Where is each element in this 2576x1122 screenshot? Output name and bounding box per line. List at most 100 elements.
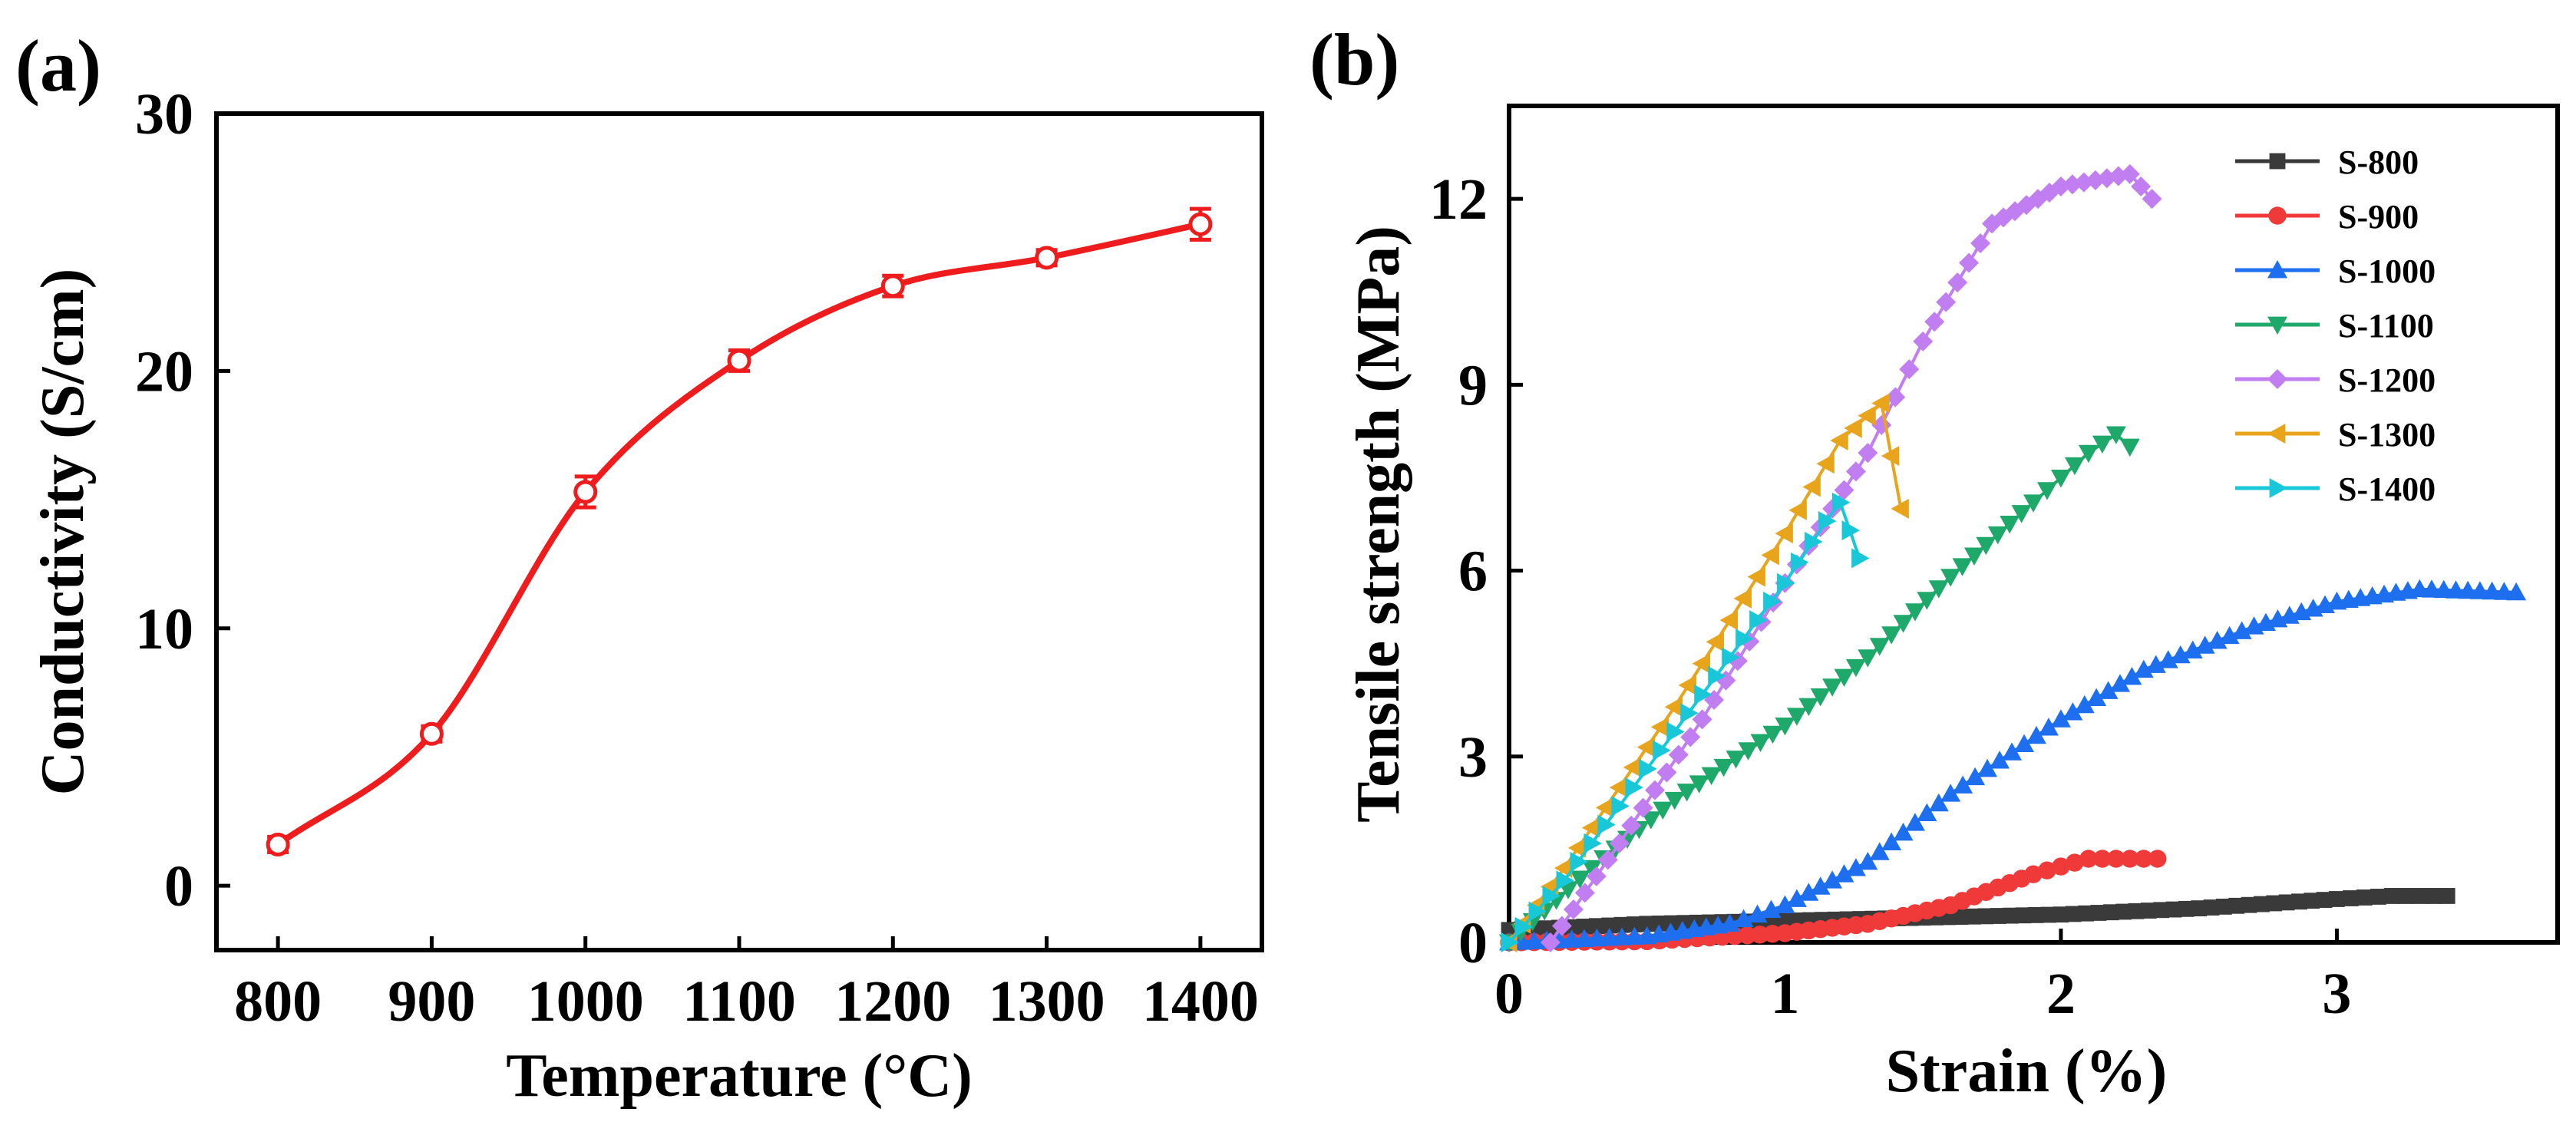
panel-b-marker-s-800 <box>2165 901 2182 918</box>
panel-b-marker-s-800 <box>2102 904 2119 921</box>
legend-label: S-1200 <box>2338 361 2436 399</box>
panel-b-marker-s-1300 <box>1719 610 1738 631</box>
panel-b-marker-s-800 <box>2115 903 2132 920</box>
panel-b-marker-s-1000 <box>1917 803 1937 821</box>
panel-b-marker-s-1000 <box>2074 695 2095 714</box>
panel-b-marker-s-1300 <box>1567 837 1587 858</box>
panel-b-marker-s-900 <box>2024 865 2043 883</box>
panel-b-marker-s-800 <box>2397 888 2414 904</box>
panel-b-marker-s-1400 <box>1584 833 1602 853</box>
panel-b-series <box>1499 163 2527 952</box>
panel-b-marker-s-1000 <box>1834 864 1854 883</box>
panel-b-marker-s-1100 <box>1750 734 1771 752</box>
panel-b-y-tick-label: 6 <box>1458 540 1488 604</box>
panel-b-marker-s-1000 <box>2098 681 2119 699</box>
legend-item-s-1200: S-1200 <box>2235 361 2436 399</box>
panel-b-marker-s-1200 <box>1574 883 1595 903</box>
panel-a-x-tick-label: 1200 <box>834 969 951 1034</box>
panel-b-marker-s-1100 <box>2023 494 2043 513</box>
panel-b-marker-s-800 <box>2278 894 2295 911</box>
panel-b-marker-s-800 <box>1613 916 1630 933</box>
panel-b-marker-s-1000 <box>2145 655 2166 673</box>
panel-b-marker-s-1000 <box>1990 751 2010 769</box>
panel-b-marker-s-1400 <box>1514 916 1533 937</box>
panel-b-marker-s-1000 <box>2207 631 2228 649</box>
panel-b-marker-s-800 <box>2304 893 2320 909</box>
panel-b-marker-s-800 <box>2203 899 2220 916</box>
panel-b-marker-s-1300 <box>1554 858 1573 879</box>
panel-b-y-tick-label: 9 <box>1458 353 1488 417</box>
panel-b-marker-s-1400 <box>1818 510 1837 531</box>
panel-b-marker-s-1200 <box>2131 176 2152 196</box>
panel-b-marker-s-1000 <box>1719 913 1740 932</box>
panel-b-marker-s-1400 <box>1680 703 1699 724</box>
panel-b-y-tick-label: 12 <box>1429 167 1488 232</box>
panel-a-conductivity-chart: (a) 800 900 1000 1100 1200 1300 1400 0 10 20 30 T… <box>15 25 1264 1110</box>
panel-b-y-tick-label: 0 <box>1458 911 1488 975</box>
panel-b-marker-s-1100 <box>1893 615 1914 633</box>
panel-b-label: (b) <box>1309 18 1399 101</box>
panel-b-marker-s-800 <box>1651 916 1668 932</box>
panel-b-marker-s-800 <box>1601 917 1618 934</box>
panel-b-x-axis-title: Strain (%) <box>1886 1038 2168 1105</box>
panel-a-x-tick-label: 900 <box>388 969 475 1034</box>
panel-a-x-tick-label: 1300 <box>989 969 1105 1034</box>
panel-b-marker-s-1300 <box>1816 454 1835 474</box>
panel-b-marker-s-800 <box>2128 903 2145 919</box>
panel-b-x-tick-label: 3 <box>2322 962 2351 1026</box>
panel-b-marker-s-1000 <box>1940 784 1961 802</box>
panel-b-marker-s-1000 <box>1798 883 1819 901</box>
panel-b-marker-s-1100 <box>1653 801 1673 820</box>
legend-marker <box>2268 206 2287 225</box>
panel-b-marker-s-800 <box>1952 909 1969 926</box>
panel-b-marker-s-1100 <box>1845 658 1866 678</box>
panel-b-marker-s-1200 <box>1586 866 1607 886</box>
panel-a-x-tick-label: 1000 <box>527 969 644 1034</box>
panel-b-marker-s-1300 <box>1844 417 1862 438</box>
panel-b-marker-s-1200 <box>1885 387 1906 408</box>
panel-b-marker-s-800 <box>2383 888 2400 904</box>
panel-b-marker-s-1000 <box>1775 895 1795 913</box>
panel-b-marker-s-1100 <box>1664 791 1685 810</box>
panel-b-marker-s-1400 <box>1851 548 1870 569</box>
panel-a-data-point <box>266 832 290 856</box>
panel-b-marker-s-1400 <box>1653 740 1671 761</box>
panel-b-marker-s-1100 <box>1822 678 1843 697</box>
panel-b-marker-s-1400 <box>1831 492 1851 513</box>
panel-b-marker-s-1000 <box>2506 582 2527 601</box>
panel-b-marker-s-800 <box>2215 898 2232 915</box>
legend-label: S-1400 <box>2338 470 2436 508</box>
panel-b-marker-s-1100 <box>1775 718 1795 736</box>
panel-a-y-tick-label: 20 <box>135 339 193 404</box>
panel-b-x-ticks: 0 1 2 3 <box>1494 929 2351 1026</box>
panel-b-marker-s-1000 <box>2050 709 2071 728</box>
panel-a-data-point <box>1188 212 1213 236</box>
panel-b-marker-s-1200 <box>2142 189 2162 210</box>
legend-item-s-1000: S-1000 <box>2235 252 2436 290</box>
panel-b-marker-s-1400 <box>1777 573 1795 593</box>
panel-b-marker-s-1000 <box>1928 793 1949 812</box>
panel-b-marker-s-1000 <box>1786 889 1807 907</box>
panel-b-marker-s-1400 <box>1708 665 1726 686</box>
panel-b-marker-s-1000 <box>2182 640 2203 659</box>
panel-b-marker-s-1000 <box>1858 852 1878 870</box>
panel-b-marker-s-1000 <box>1904 813 1925 831</box>
panel-b-marker-s-1400 <box>1556 870 1574 891</box>
panel-a-data-point <box>419 721 444 746</box>
panel-b-marker-s-1400 <box>1542 886 1560 906</box>
panel-b-marker-s-1100 <box>2092 435 2112 454</box>
panel-b-marker-s-800 <box>2329 891 2345 907</box>
legend-item-s-1400: S-1400 <box>2235 470 2436 508</box>
panel-a-data-point <box>727 348 751 373</box>
panel-a-x-axis-title: Temperature (°C) <box>506 1042 972 1110</box>
panel-a-y-axis-title: Conductivity (S/cm) <box>29 269 97 796</box>
panel-b-marker-s-1400 <box>1597 814 1616 835</box>
panel-b-marker-s-1200 <box>1597 850 1618 870</box>
panel-b-marker-s-1100 <box>1810 688 1831 707</box>
panel-b-marker-s-1300 <box>1775 523 1793 544</box>
legend-label: S-800 <box>2338 144 2419 181</box>
panel-b-marker-s-1100 <box>1676 784 1697 802</box>
panel-b-marker-s-1000 <box>1845 858 1866 876</box>
legend-label: S-1000 <box>2338 252 2436 290</box>
panel-b-marker-s-1400 <box>1625 777 1643 798</box>
